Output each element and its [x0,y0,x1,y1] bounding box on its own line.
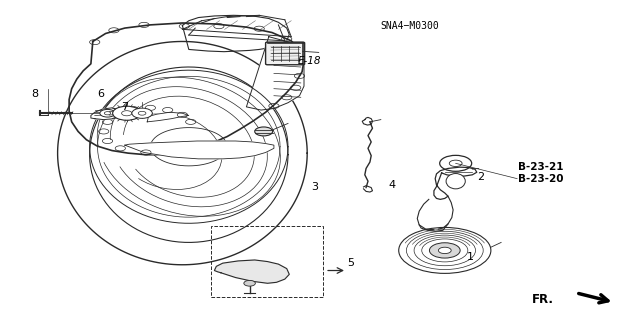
Polygon shape [246,37,304,110]
Circle shape [429,243,460,258]
Ellipse shape [446,174,465,189]
Polygon shape [125,141,274,159]
Text: 8: 8 [31,89,39,99]
Text: SNA4−M0300: SNA4−M0300 [380,20,439,31]
Polygon shape [182,15,289,52]
Text: E-18: E-18 [298,56,321,66]
Text: 5: 5 [347,258,354,268]
Circle shape [440,155,472,171]
Text: 3: 3 [312,182,319,192]
Text: 6: 6 [98,89,104,99]
Text: B-23-21: B-23-21 [518,162,564,173]
FancyBboxPatch shape [266,42,305,65]
Text: 1: 1 [467,252,474,262]
Polygon shape [214,260,289,283]
Circle shape [113,106,141,120]
Text: B-23-20: B-23-20 [518,174,564,184]
Polygon shape [147,112,189,122]
Text: 2: 2 [477,172,484,182]
Circle shape [255,127,273,136]
Text: 4: 4 [388,180,396,190]
Text: FR.: FR. [532,293,554,306]
Circle shape [132,108,152,118]
Polygon shape [69,23,304,155]
Polygon shape [434,167,477,199]
Circle shape [244,280,255,286]
Polygon shape [91,108,123,120]
Text: 7: 7 [120,102,128,112]
Circle shape [438,247,451,254]
Circle shape [100,109,115,117]
Bar [211,226,323,297]
